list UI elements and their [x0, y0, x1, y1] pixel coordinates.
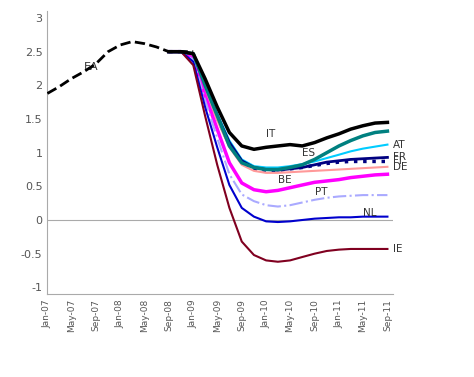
Text: NL: NL	[363, 208, 376, 218]
Text: FR: FR	[393, 152, 406, 162]
Text: PT: PT	[315, 187, 327, 197]
Text: ES: ES	[302, 148, 315, 158]
Text: AT: AT	[393, 139, 406, 150]
Text: DE: DE	[393, 162, 408, 172]
Text: IT: IT	[266, 129, 275, 139]
Text: IE: IE	[393, 244, 403, 254]
Text: EA: EA	[83, 62, 98, 72]
Text: BE: BE	[278, 175, 292, 185]
Text: FI: FI	[393, 156, 402, 166]
